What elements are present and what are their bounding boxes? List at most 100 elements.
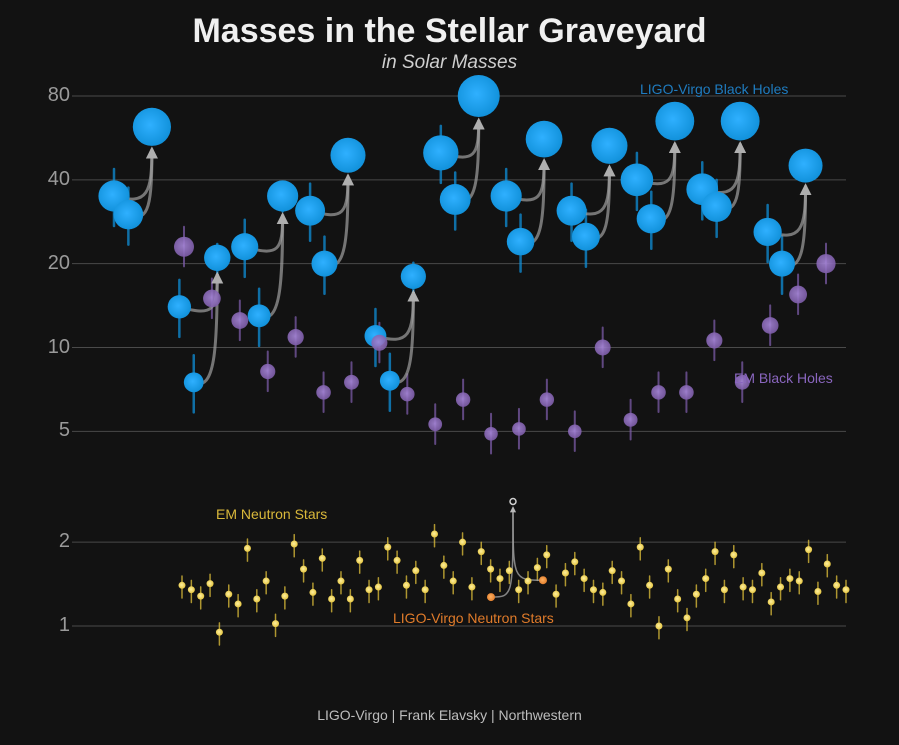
- em-neutron-star: [290, 540, 298, 548]
- ligo-bh-primary: [295, 195, 326, 226]
- ligo-bh-remnant: [720, 101, 760, 141]
- ligo-bh-secondary: [571, 222, 600, 251]
- em-neutron-star: [655, 622, 663, 630]
- em-black-hole: [174, 236, 194, 257]
- ligo-bh-secondary: [439, 184, 471, 215]
- ligo-bh-remnant: [655, 101, 695, 141]
- ligo-bh-primary: [167, 295, 192, 319]
- em-neutron-star: [402, 581, 410, 589]
- em-neutron-star: [814, 588, 822, 596]
- em-neutron-star: [197, 592, 205, 600]
- em-neutron-star: [243, 544, 251, 552]
- em-black-hole: [623, 412, 638, 427]
- em-neutron-star: [720, 586, 728, 594]
- em-neutron-star: [356, 556, 364, 564]
- em-neutron-star: [300, 565, 308, 573]
- chart-subtitle: in Solar Masses: [381, 52, 518, 73]
- em-neutron-star: [795, 577, 803, 585]
- em-black-hole: [512, 422, 526, 436]
- em-neutron-star: [823, 560, 831, 568]
- em-black-hole: [567, 424, 582, 439]
- em-neutron-star: [664, 565, 672, 573]
- em-black-hole: [651, 385, 666, 400]
- em-neutron-star: [524, 577, 532, 585]
- ns-merger-arrow: [510, 506, 544, 581]
- em-neutron-star: [533, 564, 541, 572]
- em-black-hole: [400, 386, 415, 402]
- em-neutron-star: [515, 586, 523, 594]
- em-black-hole: [761, 317, 779, 334]
- em-neutron-star: [702, 575, 710, 583]
- em-neutron-star: [346, 595, 354, 603]
- em-neutron-star: [805, 546, 813, 554]
- em-neutron-star: [692, 590, 700, 598]
- legend-ligo-black-holes: LIGO-Virgo Black Holes: [640, 81, 789, 97]
- em-neutron-star: [767, 598, 775, 606]
- em-neutron-star: [187, 586, 195, 594]
- em-neutron-star: [589, 586, 597, 594]
- ligo-bh-remnant: [330, 137, 366, 173]
- em-neutron-star: [328, 595, 336, 603]
- em-neutron-star: [215, 628, 223, 636]
- em-neutron-star: [178, 581, 186, 589]
- ligo-bh-remnant: [591, 127, 628, 164]
- em-neutron-star: [272, 620, 280, 628]
- em-black-hole: [816, 254, 836, 274]
- ligo-bh-primary: [620, 163, 654, 197]
- y-tick-label-20: 20: [47, 251, 70, 274]
- em-neutron-star: [449, 577, 457, 585]
- em-neutron-star: [758, 569, 766, 577]
- ligo-bh-primary: [490, 180, 522, 212]
- ligo-bh-secondary: [506, 227, 535, 256]
- chart-title: Masses in the Stellar Graveyard: [192, 12, 707, 50]
- em-neutron-star: [833, 581, 841, 589]
- y-tick-label-5: 5: [58, 419, 70, 442]
- em-neutron-star: [234, 600, 242, 608]
- credit-line: LIGO-Virgo | Frank Elavsky | Northwester…: [317, 707, 582, 723]
- em-neutron-star: [571, 558, 579, 566]
- em-neutron-star: [711, 548, 719, 556]
- ligo-bh-secondary: [636, 204, 666, 234]
- ligo-bh-secondary: [247, 304, 271, 328]
- ligo-bh-remnant: [132, 107, 171, 146]
- grid: [72, 95, 846, 627]
- ligo-bh-secondary: [311, 250, 338, 277]
- legend-ligo-neutron-stars: LIGO-Virgo Neutron Stars: [393, 610, 554, 626]
- ligo-bh-secondary: [379, 370, 400, 391]
- em-neutron-star: [748, 586, 756, 594]
- ligo-neutron-star: [487, 593, 495, 602]
- em-neutron-star: [477, 548, 485, 556]
- em-neutron-star: [580, 575, 588, 583]
- em-neutron-star: [646, 581, 654, 589]
- ligo-bh-remnant: [267, 180, 299, 212]
- em-black-hole: [706, 332, 723, 349]
- em-neutron-star: [393, 556, 401, 564]
- em-black-hole: [428, 417, 443, 432]
- em-neutron-star: [683, 614, 691, 622]
- em-black-hole: [287, 328, 304, 346]
- em-neutron-star: [786, 575, 794, 583]
- em-neutron-star: [440, 561, 448, 569]
- em-neutron-star: [599, 588, 607, 596]
- em-neutron-star: [468, 583, 476, 591]
- ligo-bh-remnant: [788, 148, 823, 183]
- error-bars: [112, 81, 847, 646]
- em-black-hole: [734, 374, 750, 390]
- em-neutron-star: [281, 592, 289, 600]
- ligo-neutron-star: [539, 576, 547, 585]
- em-black-hole: [594, 339, 611, 356]
- ns-merger-remnant: [509, 497, 517, 506]
- ligo-bh-secondary: [769, 250, 796, 277]
- em-neutron-star: [206, 580, 214, 588]
- em-neutron-star: [543, 551, 551, 559]
- em-neutron-star: [505, 567, 513, 575]
- em-black-hole: [789, 285, 808, 304]
- em-neutron-star: [487, 565, 495, 573]
- ligo-bh-secondary: [701, 191, 732, 222]
- em-neutron-star: [337, 577, 345, 585]
- data-points: [98, 75, 850, 636]
- em-neutron-star: [459, 538, 467, 546]
- em-neutron-star: [842, 586, 850, 594]
- em-black-hole: [344, 374, 359, 390]
- em-black-hole: [539, 392, 555, 407]
